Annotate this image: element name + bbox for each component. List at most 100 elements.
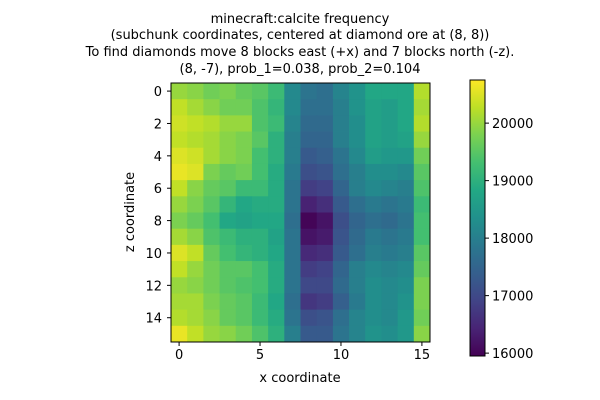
x-tick-label: 15: [414, 348, 431, 363]
heatmap-cell: [316, 131, 334, 149]
heatmap-cell: [251, 325, 269, 343]
heatmap-cell: [332, 244, 350, 262]
heatmap-cell: [381, 115, 399, 132]
heatmap-cell: [187, 180, 204, 197]
heatmap-cell: [365, 325, 382, 343]
heatmap-cell: [332, 325, 350, 343]
heatmap-cell: [397, 147, 415, 165]
heatmap-cell: [284, 293, 301, 311]
heatmap-cell: [235, 277, 253, 294]
heatmap-cell: [365, 228, 382, 246]
heatmap-cell: [203, 325, 220, 343]
heatmap-cell: [171, 163, 188, 181]
heatmap-cell: [235, 83, 253, 100]
heatmap-cell: [349, 325, 366, 343]
heatmap-cell: [203, 261, 220, 278]
heatmap-cell: [316, 325, 334, 343]
heatmap-cell: [316, 244, 334, 262]
heatmap-cell: [219, 277, 237, 294]
heatmap-cell: [284, 212, 301, 230]
heatmap-cell: [235, 309, 253, 327]
heatmap-cell: [251, 244, 269, 262]
heatmap-cell: [349, 99, 366, 116]
heatmap-cell: [284, 244, 301, 262]
heatmap-cell: [365, 277, 382, 294]
axis-ticks: 0 5 10 15 0 2 4 6 8 10 12 14: [145, 85, 430, 363]
heatmap-cell: [316, 261, 334, 278]
heatmap-cell: [397, 325, 415, 343]
heatmap-cell: [235, 115, 253, 132]
heatmap-cell: [219, 309, 237, 327]
heatmap-cell: [203, 180, 220, 197]
x-tick-label: 0: [175, 348, 183, 363]
heatmap-cell: [251, 277, 269, 294]
heatmap-cell: [316, 115, 334, 132]
heatmap-cell: [316, 147, 334, 165]
heatmap-cell: [300, 99, 318, 116]
colorbar-tick-label: 19000: [492, 175, 533, 190]
heatmap-cell: [413, 180, 431, 197]
heatmap-cell: [332, 293, 350, 311]
heatmap-cell: [413, 99, 431, 116]
heatmap-cell: [397, 228, 415, 246]
heatmap-cell: [413, 115, 431, 132]
heatmap-cell: [284, 163, 301, 181]
heatmap-cell: [365, 261, 382, 278]
x-axis-label: x coordinate: [259, 371, 340, 386]
heatmap-cell: [219, 147, 237, 165]
x-tick-label: 5: [256, 348, 264, 363]
heatmap-cell: [300, 115, 318, 132]
heatmap-cell: [300, 83, 318, 100]
heatmap-cell: [316, 293, 334, 311]
chart-title-line-1: minecraft:calcite frequency: [210, 12, 390, 27]
heatmap-cell: [235, 147, 253, 165]
heatmap-cell: [268, 115, 285, 132]
heatmap-cell: [203, 309, 220, 327]
heatmap-cell: [397, 83, 415, 100]
heatmap-cell: [203, 293, 220, 311]
heatmap-cell: [219, 228, 237, 246]
colorbar-tick-label: 20000: [492, 117, 533, 132]
heatmap-cell: [349, 115, 366, 132]
y-tick-label: 14: [145, 312, 162, 327]
heatmap-cell: [171, 261, 188, 278]
heatmap-cell: [268, 147, 285, 165]
heatmap-cell: [381, 196, 399, 213]
heatmap-cell: [203, 147, 220, 165]
heatmap-cell: [300, 196, 318, 213]
heatmap-cell: [219, 83, 237, 100]
heatmap-cell: [251, 293, 269, 311]
heatmap-cell: [300, 277, 318, 294]
heatmap-cell: [332, 131, 350, 149]
heatmap-cell: [316, 180, 334, 197]
heatmap-cell: [381, 309, 399, 327]
heatmap-cell: [235, 196, 253, 213]
heatmap-cell: [235, 261, 253, 278]
heatmap-cell: [187, 325, 204, 343]
heatmap-cell: [349, 212, 366, 230]
heatmap-cell: [413, 83, 431, 100]
heatmap-cell: [316, 277, 334, 294]
heatmap-cell: [381, 325, 399, 343]
heatmap-cell: [171, 325, 188, 343]
heatmap-cell: [219, 261, 237, 278]
heatmap-cell: [268, 180, 285, 197]
heatmap-cell: [332, 163, 350, 181]
heatmap-cell: [300, 261, 318, 278]
heatmap-cell: [284, 147, 301, 165]
heatmap-cell: [187, 244, 204, 262]
heatmap-cell: [413, 131, 431, 149]
heatmap-cell: [365, 244, 382, 262]
heatmap-cell: [381, 228, 399, 246]
heatmap-cell: [219, 196, 237, 213]
heatmap-cell: [349, 228, 366, 246]
heatmap-cell: [381, 277, 399, 294]
heatmap-cell: [397, 131, 415, 149]
heatmap-cell: [413, 261, 431, 278]
heatmap-cell: [365, 196, 382, 213]
heatmap-cell: [219, 212, 237, 230]
heatmap-cell: [187, 293, 204, 311]
heatmap-cell: [235, 325, 253, 343]
heatmap-cell: [268, 99, 285, 116]
colorbar-tick-label: 18000: [492, 232, 533, 247]
